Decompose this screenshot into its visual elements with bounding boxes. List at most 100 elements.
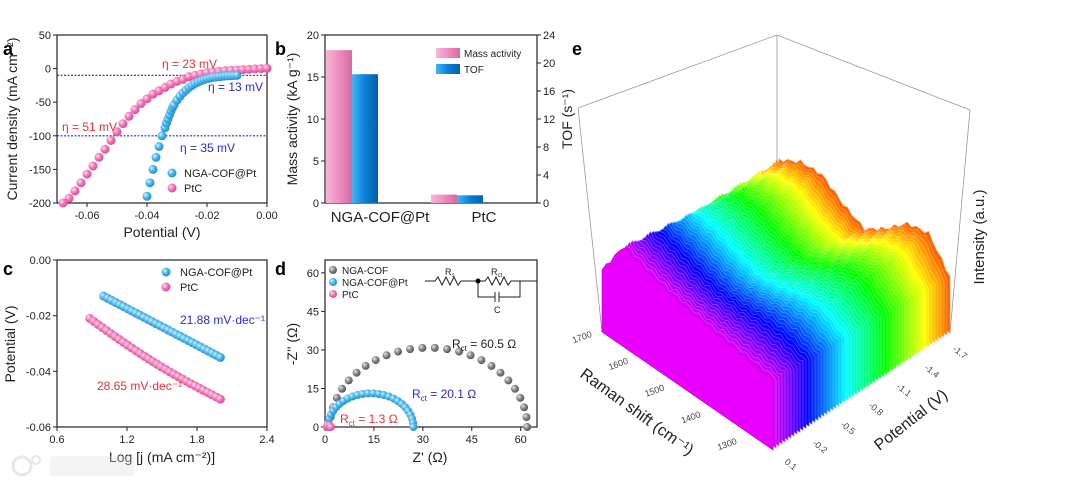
a-ytick-label: -200 [29,198,51,210]
equivalent-circuit [425,275,537,302]
panel-a-polarization-chart: -0.06 -0.04 -0.02 0.00 -200 -150 -100 -50 0 50 [29,30,278,222]
a-ytick-label: -100 [29,131,51,143]
d-annotation-ngacof-rct: Rct = 60.5 Ω [452,337,516,353]
a-annotation-eta23: η = 23 mV [162,57,217,71]
d-point-ptc [326,423,335,431]
b-ytick-label: 15 [307,72,319,84]
d-point-ngacof [520,403,529,412]
c-ytick-label: 0.00 [30,255,51,267]
e-potential-tick-label: -1.7 [951,344,969,361]
panel-letter-a: a [3,39,14,59]
a-annotation-eta51: η = 51 mV [62,120,117,134]
d-point-ngacof [418,343,427,352]
d-point-ngacof [516,393,525,402]
panel-letter-c: c [3,259,13,279]
a-point-ptc [100,144,110,154]
a-point-ngacofpt [142,191,152,201]
a-annotation-eta13: η = 13 mV [208,80,263,94]
c-annotation-ptc-slope: 28.65 mV·dec⁻¹ [97,379,182,393]
box-top-edges [577,34,971,111]
d-point-ngacof [352,368,361,377]
a-annotation-eta35: η = 35 mV [180,141,235,155]
d-xtick-label: 30 [417,434,429,446]
b-ytick-label: 10 [307,114,319,126]
d-point-ngacof [477,356,486,365]
d-ytick-label: 0 [313,422,319,434]
e-raman-tick-label: 1500 [643,383,665,399]
a-point-ngacofpt [145,178,155,188]
c-ylabel: Potential (V) [2,305,18,382]
a-point-ptc [82,169,92,179]
d-point-ngacof [522,413,531,422]
d-point-ngacof [344,376,353,385]
watermark-logo [11,455,134,477]
e-intensity-axis-label: Intensity (a.u.) [971,189,988,284]
a-point-ngacofpt [151,152,161,162]
d-legend-marker-ptc [329,290,337,298]
d-point-ngacof [511,384,520,393]
c-legend-ptc: PtC [180,282,198,294]
panel-e-raman-waterfall: 170016001500140013000.1-0.2-0.5-0.8-1.1-… [571,34,971,473]
panel-d-nyquist-chart: 0 15 30 45 60 0 15 30 45 60 [307,259,538,446]
a-point-ptc [106,136,116,146]
a-legend-marker-ngacofpt [167,168,177,178]
d-point-ngacof [443,345,452,354]
a-point-ptc [64,193,74,203]
b-category-ngacofpt: NGA-COF@Pt [331,209,430,226]
b-y2tick-label: 8 [543,142,549,154]
b-y2tick-label: 16 [543,86,555,98]
a-point-ptc [118,119,128,129]
circuit-label-rct: Rct [491,267,503,279]
c-point-ngacofpt [215,352,225,362]
c-xtick-label: 1.8 [189,434,204,446]
a-xlabel: Potential (V) [123,224,200,240]
a-point-ptc [94,152,104,162]
e-potential-tick-label: -1.4 [923,363,941,380]
c-ytick-label: -0.06 [26,422,51,434]
a-point-ngacofpt [148,164,158,174]
b-y2tick-label: 0 [543,198,549,210]
raman-spectrum-slice [601,248,774,451]
c-xtick-label: 0.6 [49,434,64,446]
a-point-ngacofpt [154,142,164,152]
circuit-label-c: C [494,305,501,315]
d-legend-marker-ngacofpt [329,278,337,286]
e-potential-tick-label: 0.1 [783,457,799,473]
e-raman-tick-label: 1700 [571,329,593,345]
b-ytick-label: 0 [313,198,319,210]
d-annotation-ngacofpt-rct: Rct = 20.1 Ω [412,387,476,403]
d-point-ngacof [406,345,415,354]
c-xlabel: Log [j (mA cm⁻²)] [109,449,215,465]
d-legend-ptc: PtC [342,290,359,301]
circuit-wire-cap-left [477,281,495,298]
b-y2tick-label: 12 [543,114,555,126]
e-potential-tick-label: -1.1 [895,381,913,398]
c-legend-marker-ngacofpt [161,267,171,277]
d-point-ngacof [455,347,464,356]
panel-b-bar-chart: 0 5 10 15 20 0 4 8 12 16 20 24 [307,30,556,210]
a-plot-frame [56,34,268,204]
b-y2tick-label: 24 [543,30,555,42]
d-point-ngacof [332,393,341,402]
d-xtick-label: 45 [466,434,478,446]
circuit-wire-resistors [425,275,537,287]
a-ytick-label: 50 [39,30,51,42]
a-ytick-label: 0 [45,64,51,76]
a-xtick-label: -0.06 [74,210,99,222]
a-point-ptc [88,161,98,171]
b-legend-tof: TOF [464,65,484,76]
b-ylabel: Mass activity (kA g⁻¹) [284,53,300,186]
b-ytick-label: 20 [307,30,319,42]
a-legend-marker-ptc [167,183,177,193]
a-legend-ptc: PtC [184,183,202,195]
a-ytick-label: -150 [29,164,51,176]
a-point-ngacofpt [232,70,242,80]
c-annotation-ngacofpt-slope: 21.88 mV·dec⁻¹ [180,313,265,327]
e-raman-tick-label: 1400 [680,409,702,425]
circuit-node [475,278,481,284]
e-raman-tick-label: 1300 [716,436,738,452]
e-potential-tick-label: -0.5 [839,419,857,436]
3d-box-frame [577,34,971,334]
d-legend-ngacofpt: NGA-COF@Pt [342,278,408,289]
